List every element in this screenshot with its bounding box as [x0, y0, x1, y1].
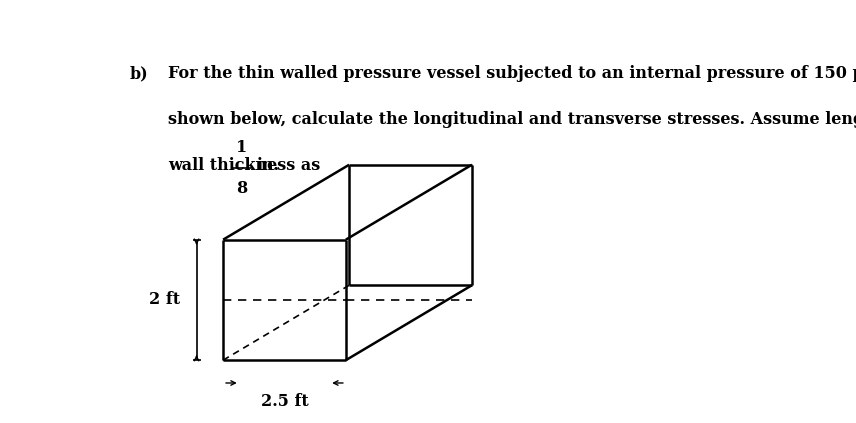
Text: in.: in.: [257, 157, 280, 173]
Text: b): b): [129, 66, 148, 82]
Text: wall thickness as: wall thickness as: [168, 157, 326, 173]
Text: shown below, calculate the longitudinal and transverse stresses. Assume length a: shown below, calculate the longitudinal …: [168, 111, 856, 128]
Text: For the thin walled pressure vessel subjected to an internal pressure of 150 psi: For the thin walled pressure vessel subj…: [168, 66, 856, 82]
Text: 2.5 ft: 2.5 ft: [260, 393, 308, 410]
Text: 1: 1: [236, 139, 247, 156]
Text: 2 ft: 2 ft: [149, 291, 180, 308]
Text: 8: 8: [236, 180, 247, 198]
